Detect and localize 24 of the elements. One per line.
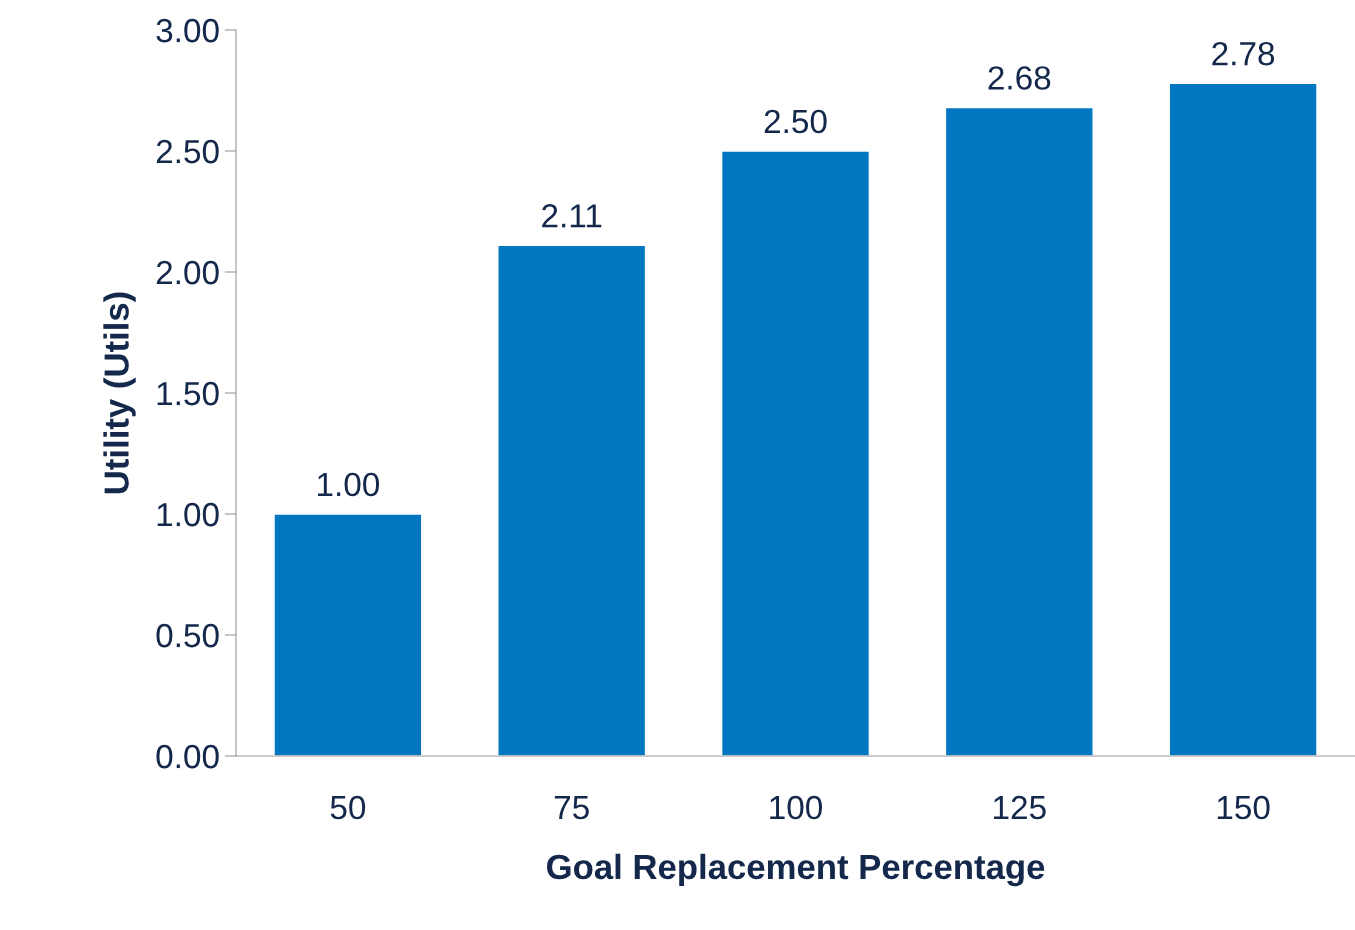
data-label: 2.11 bbox=[542, 204, 602, 228]
x-tick-label: 100 bbox=[770, 795, 823, 820]
x-tick-label: 50 bbox=[330, 795, 366, 820]
bar bbox=[497, 244, 647, 756]
bar bbox=[1168, 82, 1318, 756]
data-label: 2.50 bbox=[764, 109, 827, 134]
x-axis-title: Goal Replacement Percentage bbox=[547, 853, 1045, 887]
y-tick-label: 1.50 bbox=[157, 381, 219, 406]
y-tick-label: 1.00 bbox=[157, 502, 219, 527]
y-tick-label: 2.00 bbox=[156, 260, 219, 285]
bar bbox=[273, 513, 423, 756]
y-tick-label: 0.50 bbox=[156, 623, 219, 648]
bar bbox=[720, 150, 871, 756]
data-label: 1.00 bbox=[318, 472, 380, 497]
y-tick-label: 0.00 bbox=[156, 744, 219, 769]
data-label: 2.78 bbox=[1212, 41, 1275, 66]
y-tick-label: 2.50 bbox=[156, 139, 219, 164]
x-tick-label: 75 bbox=[554, 796, 589, 820]
x-tick-label: 150 bbox=[1217, 795, 1270, 820]
y-axis-title: Utility (Utils) bbox=[103, 292, 136, 494]
y-tick-label: 3.00 bbox=[156, 18, 219, 43]
data-label: 2.68 bbox=[988, 66, 1051, 90]
x-tick-label: 125 bbox=[994, 795, 1046, 820]
bar bbox=[944, 106, 1094, 756]
